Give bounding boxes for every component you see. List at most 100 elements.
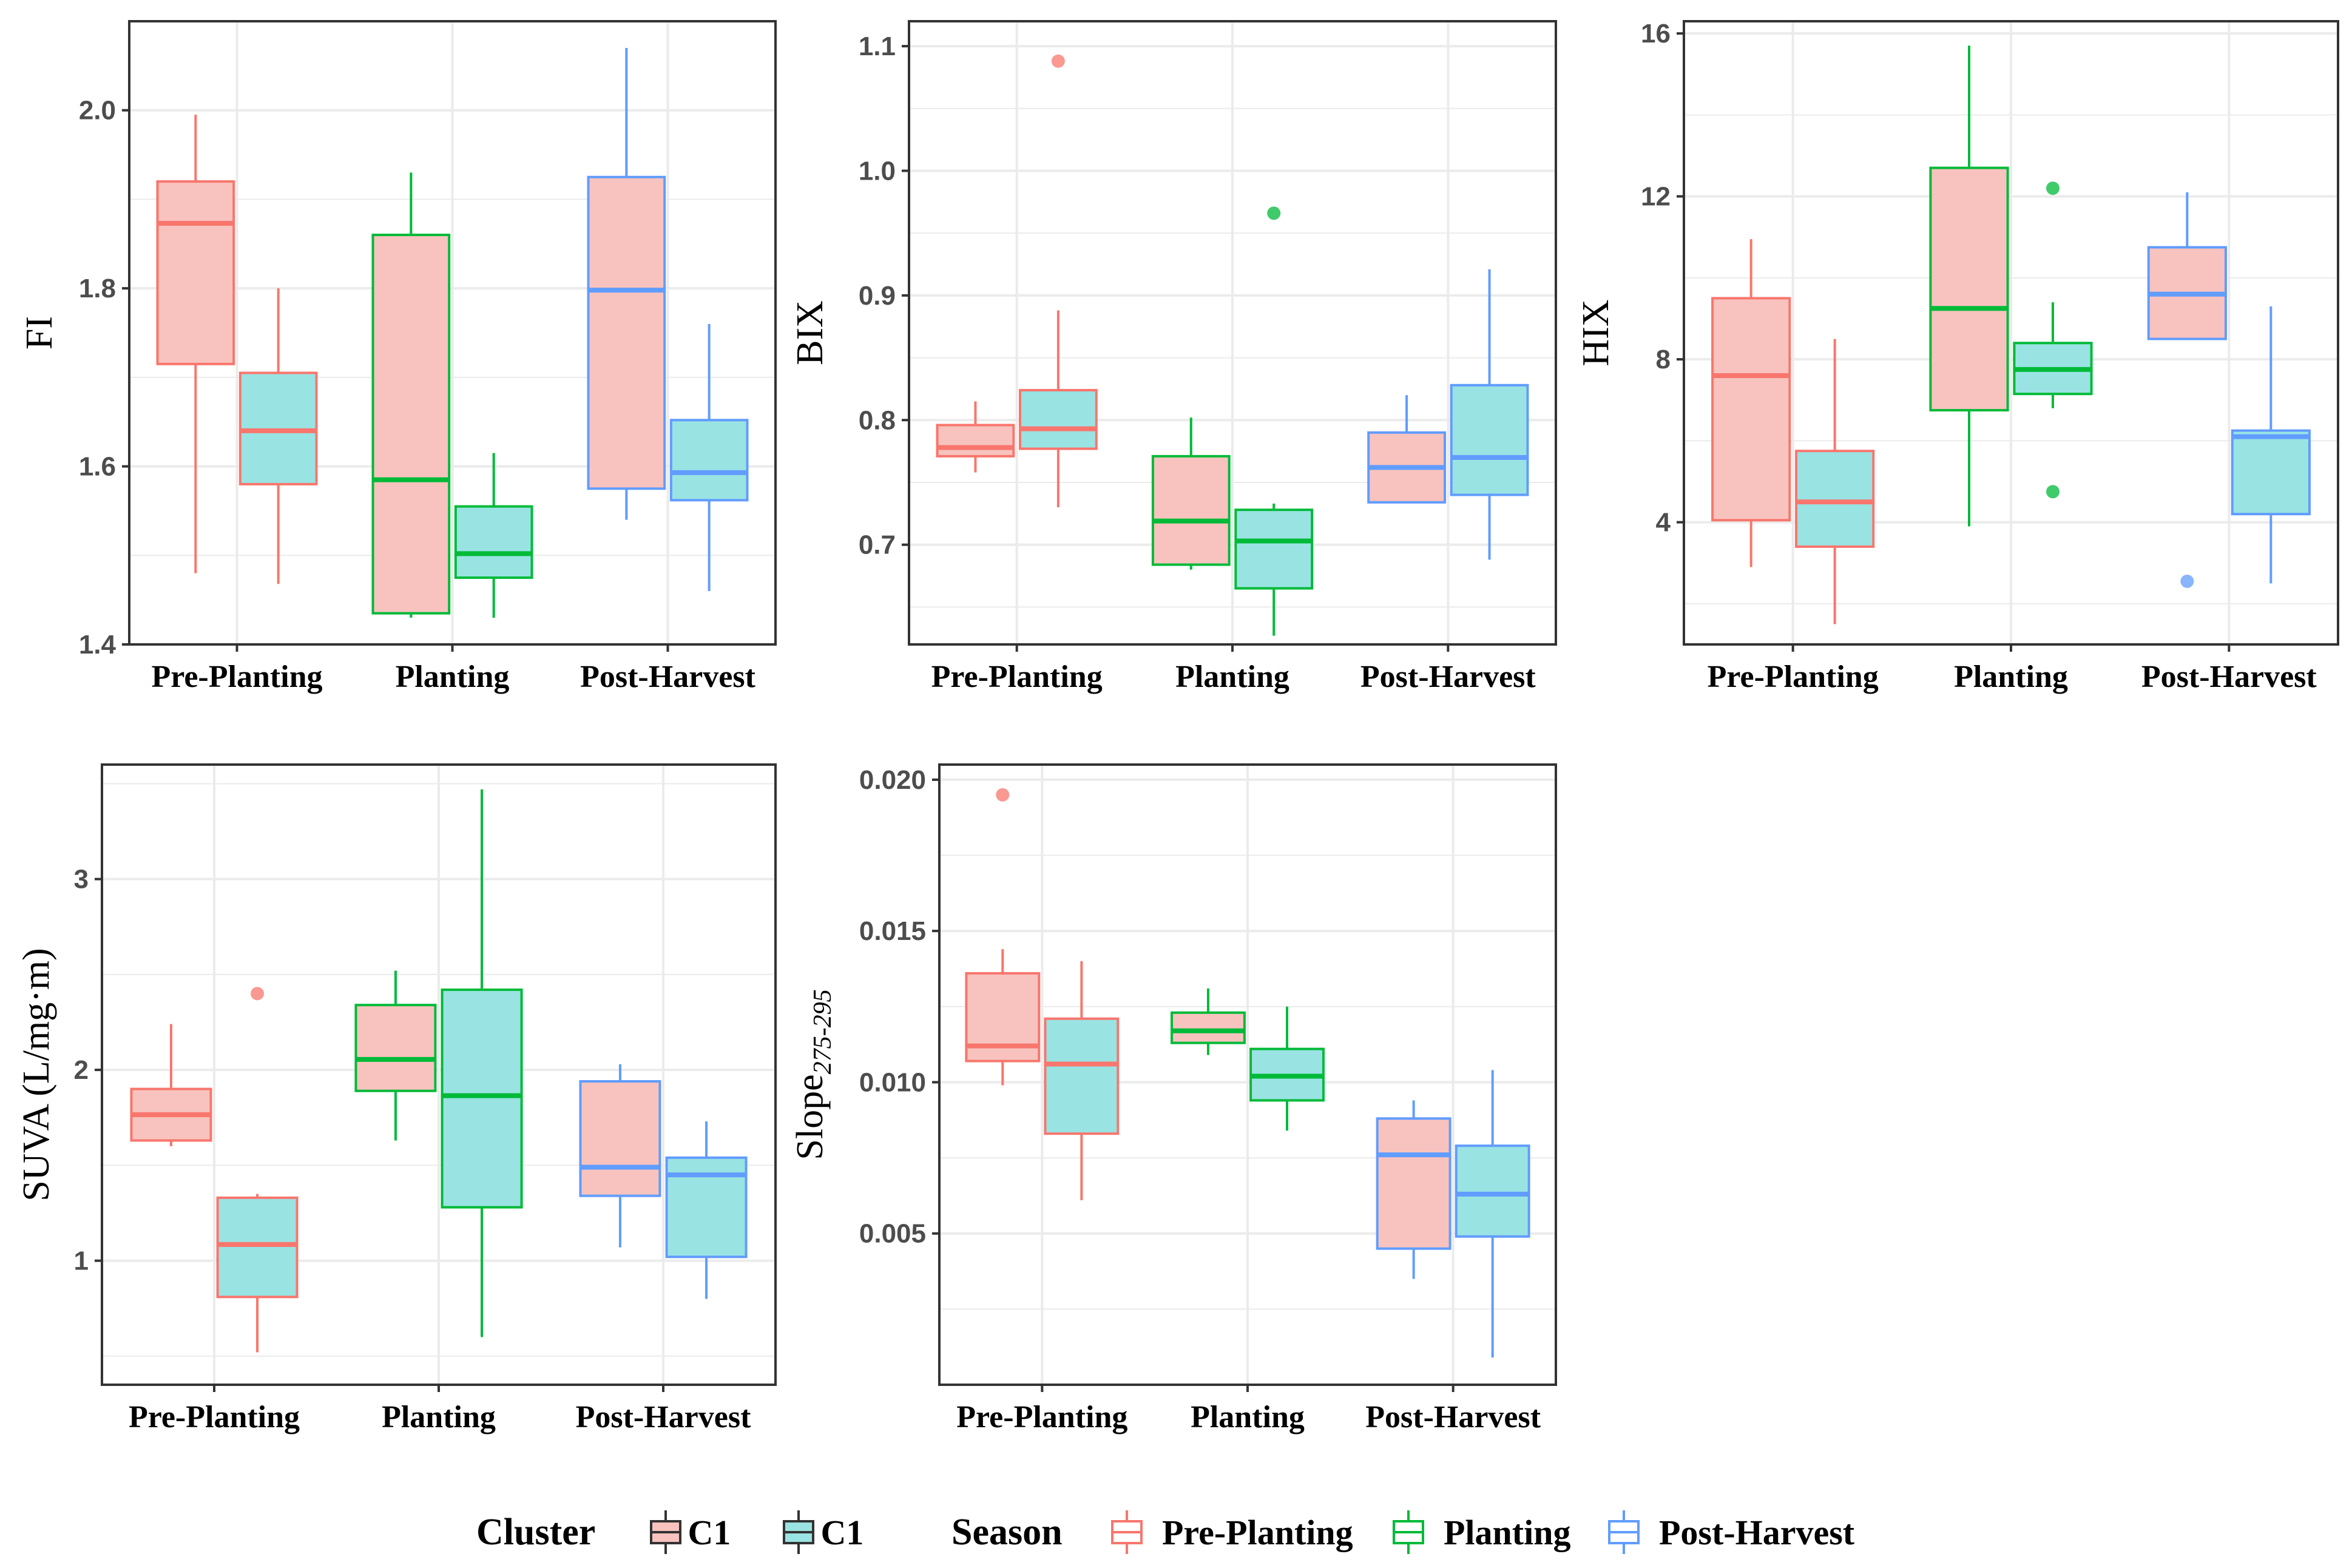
y-tick-label: 3 bbox=[74, 865, 89, 894]
box-iqr bbox=[1795, 450, 1875, 548]
chart-panel-5: 0.005 0.010 0.015 0.020 Pre-Planting Planting… bbox=[789, 763, 1557, 1435]
legend-season-label: Pre-Planting bbox=[1162, 1513, 1353, 1552]
x-category-label: Planting bbox=[1954, 660, 2068, 694]
box-planting-cluster-1 bbox=[1929, 46, 2009, 527]
box-pre-planting-cluster-1 bbox=[156, 115, 235, 573]
legend-season-key-1 bbox=[1111, 1510, 1143, 1554]
chart-panel-3: 4 8 12 16 Pre-Planting Planting Post-Harvest HI… bbox=[1575, 19, 2339, 694]
y-tick-label: 12 bbox=[1641, 182, 1671, 212]
box-pre-planting-cluster-2 bbox=[1795, 339, 1875, 624]
y-tick-label: 1.6 bbox=[79, 452, 116, 482]
x-category-label: Planting bbox=[1175, 660, 1289, 694]
legend-season-key-3 bbox=[1608, 1510, 1640, 1554]
panel-border bbox=[908, 20, 1557, 646]
panel-border bbox=[938, 763, 1557, 1386]
x-category-label: Post-Harvest bbox=[1365, 1400, 1541, 1435]
y-axis-label-main: BIX bbox=[789, 300, 831, 365]
y-tick-label: 1.1 bbox=[859, 32, 896, 61]
box-iqr bbox=[579, 1080, 661, 1197]
y-tick-label: 16 bbox=[1641, 19, 1671, 49]
y-tick-label: 0.010 bbox=[859, 1067, 926, 1097]
legend: Cluster C1 C1 Season Pre-Planting Planting Pos… bbox=[476, 1510, 1855, 1554]
x-category-label: Post-Harvest bbox=[2141, 660, 2317, 694]
outlier-point bbox=[1267, 206, 1281, 220]
box-iqr bbox=[1929, 166, 2009, 412]
box-planting-cluster-2 bbox=[2013, 181, 2093, 499]
x-category-label: Pre-Planting bbox=[956, 1400, 1127, 1435]
panel-border bbox=[101, 763, 777, 1386]
legend-cluster-title: Cluster bbox=[476, 1512, 595, 1553]
legend-season-key-2 bbox=[1393, 1510, 1424, 1554]
box-iqr bbox=[371, 234, 451, 615]
box-post-harvest-cluster-2 bbox=[2231, 306, 2311, 584]
box-iqr bbox=[156, 180, 235, 365]
box-iqr bbox=[1234, 509, 1314, 590]
box-iqr bbox=[1171, 1011, 1246, 1044]
box-pre-planting-cluster-2 bbox=[216, 987, 299, 1353]
outlier-point bbox=[996, 788, 1010, 802]
box-iqr bbox=[1455, 1144, 1530, 1238]
y-tick-label: 0.020 bbox=[859, 765, 926, 795]
y-axis-label-main: FI bbox=[19, 316, 60, 350]
y-tick-label: 0.9 bbox=[859, 281, 896, 311]
x-category-label: Post-Harvest bbox=[580, 660, 755, 694]
panel-border bbox=[1683, 20, 2339, 646]
x-category-label: Planting bbox=[1191, 1400, 1305, 1435]
y-tick-label: 0.7 bbox=[859, 530, 896, 560]
box-pre-planting-cluster-1 bbox=[965, 788, 1041, 1086]
box-pre-planting-cluster-1 bbox=[1711, 239, 1791, 567]
y-tick-label: 2.0 bbox=[79, 96, 116, 126]
box-iqr bbox=[1044, 1017, 1120, 1135]
box-pre-planting-cluster-1 bbox=[130, 1024, 212, 1146]
y-tick-label: 2 bbox=[74, 1055, 89, 1085]
box-post-harvest-cluster-1 bbox=[1376, 1100, 1451, 1279]
x-category-label: Post-Harvest bbox=[576, 1400, 751, 1435]
y-tick-label: 0.005 bbox=[859, 1219, 926, 1249]
box-post-harvest-cluster-2 bbox=[669, 323, 749, 591]
box-post-harvest-cluster-1 bbox=[579, 1064, 661, 1248]
box-pre-planting-cluster-2 bbox=[1044, 961, 1120, 1200]
box-iqr bbox=[936, 424, 1015, 458]
x-category-label: Pre-Planting bbox=[151, 660, 322, 694]
box-pre-planting-cluster-2 bbox=[238, 288, 318, 584]
box-planting-cluster-2 bbox=[1234, 206, 1314, 636]
y-tick-label: 1.8 bbox=[79, 274, 116, 303]
box-iqr bbox=[2231, 429, 2311, 516]
y-tick-label: 0.8 bbox=[859, 405, 896, 435]
panel-border bbox=[128, 20, 777, 646]
box-planting-cluster-2 bbox=[454, 453, 533, 618]
chart-panel-1: 1.4 1.6 1.8 2.0 Pre-Planting Planting Post-Har… bbox=[19, 20, 777, 694]
box-pre-planting-cluster-1 bbox=[936, 401, 1015, 473]
y-axis-label: Slope275-295 bbox=[789, 989, 837, 1160]
x-category-label: Post-Harvest bbox=[1360, 660, 1536, 694]
x-category-label: Planting bbox=[396, 660, 510, 694]
x-category-label: Pre-Planting bbox=[1708, 660, 1879, 694]
box-iqr bbox=[587, 175, 666, 490]
outlier-point bbox=[1051, 54, 1065, 68]
chart-panels: 1.4 1.6 1.8 2.0 Pre-Planting Planting Post-Har… bbox=[16, 19, 2339, 1435]
y-tick-label: 1.4 bbox=[79, 630, 117, 660]
box-iqr bbox=[1151, 455, 1231, 566]
y-tick-label: 8 bbox=[1656, 345, 1671, 374]
y-tick-label: 0.015 bbox=[859, 916, 926, 946]
box-iqr bbox=[441, 988, 523, 1209]
y-tick-label: 4 bbox=[1656, 508, 1671, 538]
box-iqr bbox=[216, 1196, 299, 1299]
outlier-point bbox=[2046, 485, 2060, 499]
legend-cluster-key-2 bbox=[783, 1510, 814, 1554]
box-iqr bbox=[454, 505, 533, 579]
y-axis-label-subscript: 275-295 bbox=[809, 989, 837, 1074]
box-iqr bbox=[1711, 297, 1791, 522]
box-post-harvest-cluster-1 bbox=[2147, 192, 2227, 588]
legend-season-label: Planting bbox=[1444, 1513, 1571, 1552]
y-axis-label-main: Slope bbox=[789, 1074, 831, 1160]
legend-cluster-key-1 bbox=[650, 1510, 681, 1554]
y-axis-label: SUVA (L/mg·m) bbox=[16, 948, 57, 1201]
y-axis-label-main: SUVA (L/mg·m) bbox=[16, 948, 57, 1201]
chart-panel-4: 1 2 3 Pre-Planting Planting Post-Harvest SUVA … bbox=[16, 763, 777, 1435]
y-axis-label: HIX bbox=[1575, 299, 1617, 366]
chart-panel-2: 0.7 0.8 0.9 1.0 1.1 Pre-Planting Planting Post-… bbox=[789, 20, 1557, 694]
x-category-label: Pre-Planting bbox=[129, 1400, 300, 1435]
box-planting-cluster-1 bbox=[1171, 988, 1246, 1055]
box-post-harvest-cluster-1 bbox=[1367, 395, 1447, 504]
